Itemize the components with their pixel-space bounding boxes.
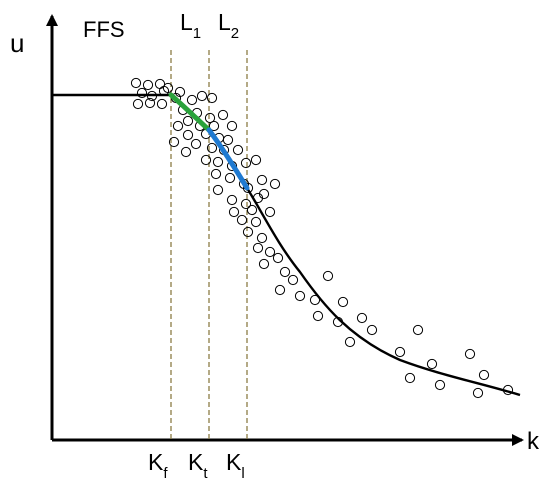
regime-segment-l2: [206, 127, 250, 191]
observation-point: [269, 178, 281, 190]
observation-point: [366, 324, 378, 336]
y-axis-label: u: [10, 28, 24, 58]
l2-sub: 2: [231, 25, 239, 42]
observation-point: [274, 284, 286, 296]
l1-base: L: [180, 9, 193, 35]
observation-point: [272, 252, 284, 264]
observation-point: [130, 77, 142, 89]
observation-point: [242, 226, 254, 238]
observation-point: [162, 82, 174, 94]
observation-point: [196, 90, 208, 102]
l2-base: L: [218, 9, 231, 35]
observation-point: [240, 157, 252, 169]
observation-point: [204, 112, 216, 124]
observation-point: [180, 146, 192, 158]
observation-point: [256, 232, 268, 244]
observation-point: [168, 136, 180, 148]
kf-label: Kf: [148, 449, 168, 482]
kf-base: K: [148, 449, 164, 475]
observation-point: [434, 379, 446, 391]
observation-point: [212, 184, 224, 196]
observation-point: [264, 206, 276, 218]
fitted-speed-density-curve: [52, 93, 521, 397]
observation-point: [404, 372, 416, 384]
x-axis-label: k: [527, 428, 540, 455]
observation-point: [240, 198, 252, 210]
observation-point: [287, 274, 299, 286]
observation-point: [250, 216, 262, 228]
observation-point: [394, 346, 406, 358]
observation-point: [182, 115, 194, 127]
observation-point: [208, 120, 220, 132]
free-flow-speed-label: FFS: [83, 17, 125, 42]
observation-point: [478, 369, 490, 381]
observation-point: [309, 294, 321, 306]
observation-point: [356, 312, 368, 324]
observation-point: [264, 246, 276, 258]
observation-points: [130, 77, 514, 399]
observation-point: [132, 98, 144, 110]
observation-point: [337, 296, 349, 308]
observation-point: [136, 87, 148, 99]
kl-base: K: [226, 449, 242, 475]
observation-point: [144, 97, 156, 109]
observation-point: [142, 79, 154, 91]
observation-point: [200, 154, 212, 166]
observation-point: [250, 154, 262, 166]
observation-point: [224, 172, 236, 184]
observation-point: [322, 270, 334, 282]
regime-segment-l1: [168, 92, 212, 133]
kt-sub: t: [203, 465, 208, 482]
l2-label: L2: [218, 9, 239, 42]
observation-point: [156, 98, 168, 110]
observation-point: [279, 266, 291, 278]
observation-point: [426, 358, 438, 370]
observation-point: [206, 142, 218, 154]
observation-point: [464, 348, 476, 360]
kf-sub: f: [163, 465, 168, 482]
observation-point: [236, 214, 248, 226]
observation-point: [190, 138, 202, 150]
kl-sub: l: [241, 465, 244, 482]
observation-point: [226, 120, 238, 132]
observation-point: [344, 336, 356, 348]
observation-point: [246, 204, 258, 216]
observation-point: [222, 134, 234, 146]
kl-label: Kl: [226, 449, 245, 482]
observation-point: [232, 144, 244, 156]
kt-label: Kt: [188, 449, 208, 482]
observation-point: [182, 129, 194, 141]
observation-point: [412, 324, 424, 336]
observation-point: [210, 168, 222, 180]
observation-point: [472, 387, 484, 399]
observation-point: [186, 94, 198, 106]
l1-label: L1: [180, 9, 201, 42]
observation-point: [252, 242, 264, 254]
observation-point: [242, 182, 254, 194]
observation-point: [228, 206, 240, 218]
observation-point: [294, 290, 306, 302]
observation-point: [172, 120, 184, 132]
observation-point: [312, 310, 324, 322]
observation-point: [212, 156, 224, 168]
observation-point: [217, 109, 229, 121]
observation-point: [258, 258, 270, 270]
observation-point: [226, 194, 238, 206]
l1-sub: 1: [193, 25, 201, 42]
kt-base: K: [188, 449, 204, 475]
observation-point: [206, 92, 218, 104]
observation-point: [256, 174, 268, 186]
